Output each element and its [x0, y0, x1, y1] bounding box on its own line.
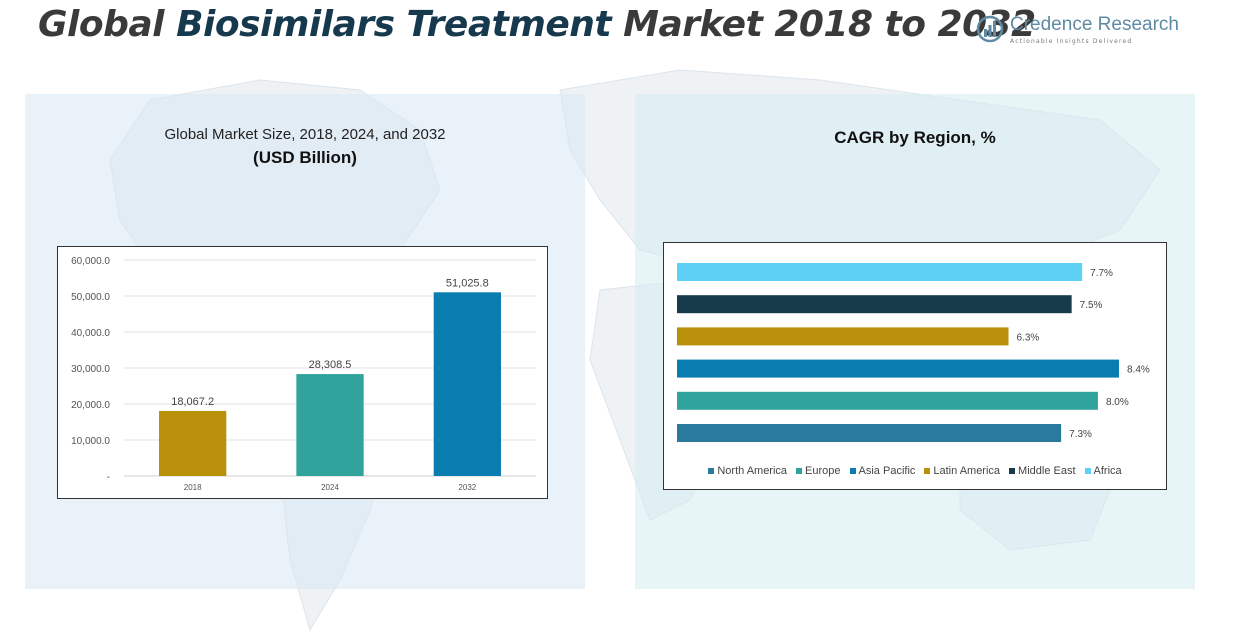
bar-value-label: 8.4%	[1127, 365, 1150, 376]
legend-item: Asia Pacific	[849, 465, 916, 477]
bar-value-label: 7.7%	[1090, 268, 1113, 279]
bar-latin-america	[677, 327, 1009, 346]
y-tick-label: -	[107, 472, 110, 483]
bar-2024	[296, 374, 364, 476]
bar-value-label: 8.0%	[1106, 397, 1129, 408]
market-size-chart: - 10,000.0 20,000.0 30,000.0 40,000.0 50,000.…	[57, 246, 548, 499]
legend-label: Middle East	[1018, 465, 1076, 477]
legend-item: Middle East	[1009, 465, 1076, 477]
logo-tagline: Actionable Insights Delivered	[1010, 38, 1133, 45]
legend-label: Africa	[1093, 465, 1122, 477]
bar-middle-east	[677, 295, 1072, 314]
legend-swatch	[708, 468, 715, 474]
bar-value-label: 6.3%	[1017, 332, 1040, 343]
legend-item: Europe	[796, 465, 841, 477]
market-size-unit: (USD Billion)	[253, 148, 357, 167]
bar-north-america	[677, 424, 1062, 442]
cagr-title: CAGR by Region, %	[834, 128, 996, 147]
x-tick-label: 2032	[458, 483, 476, 492]
y-tick-label: 60,000.0	[71, 256, 110, 267]
cagr-chart: 7.7% 7.5% 6.3% 8.4% 8.0% 7.3% North America Eu…	[663, 242, 1167, 490]
bar-value-label: 7.3%	[1069, 429, 1092, 440]
cagr-legend: North America Europe Asia Pacific Latin Ame…	[664, 465, 1166, 477]
bar-africa	[677, 263, 1083, 281]
market-size-title: Global Market Size, 2018, 2024, and 2032	[164, 126, 446, 143]
legend-label: Europe	[805, 465, 841, 477]
bar-2032	[433, 292, 501, 476]
legend-item: Latin America	[924, 465, 1000, 477]
legend-label: Latin America	[933, 465, 1001, 477]
y-tick-label: 30,000.0	[71, 364, 110, 375]
bar-2018	[159, 410, 227, 476]
legend-swatch	[796, 468, 803, 474]
bar-asia-pacific	[677, 359, 1119, 378]
bar-value-label: 18,067.2	[171, 396, 214, 408]
legend-swatch	[1084, 468, 1091, 474]
legend-label: North America	[717, 465, 788, 477]
title-highlight: Biosimilars Treatment	[176, 4, 612, 45]
bar-value-label: 7.5%	[1080, 300, 1103, 311]
bar-chart-circle-icon	[976, 15, 1004, 43]
legend-label: Asia Pacific	[858, 465, 916, 477]
y-tick-label: 40,000.0	[71, 328, 110, 339]
page-title: Global Biosimilars Treatment Market 2018…	[38, 4, 1036, 45]
legend-swatch	[924, 468, 931, 474]
y-tick-label: 50,000.0	[71, 292, 110, 303]
logo-name: Credence Research	[1010, 14, 1179, 35]
title-suffix: Market 2018 to 2032	[611, 4, 1036, 45]
y-tick-label: 10,000.0	[71, 436, 110, 447]
legend-swatch	[849, 468, 856, 474]
title-prefix: Global	[38, 4, 177, 45]
market-size-bar-chart: - 10,000.0 20,000.0 30,000.0 40,000.0 50,000.…	[71, 256, 536, 492]
y-tick-label: 20,000.0	[71, 400, 110, 411]
legend-swatch	[1009, 468, 1016, 474]
cagr-bar-chart: 7.7% 7.5% 6.3% 8.4% 8.0% 7.3%	[677, 263, 1150, 442]
x-tick-label: 2024	[321, 483, 339, 492]
bar-value-label: 28,308.5	[309, 359, 352, 371]
bar-value-label: 51,025.8	[446, 277, 489, 289]
legend-item: North America	[708, 465, 787, 477]
legend-item: Africa	[1084, 465, 1122, 477]
x-tick-label: 2018	[184, 483, 202, 492]
bar-europe	[677, 391, 1098, 410]
credence-logo: Credence Research Actionable Insights De…	[976, 14, 1179, 45]
